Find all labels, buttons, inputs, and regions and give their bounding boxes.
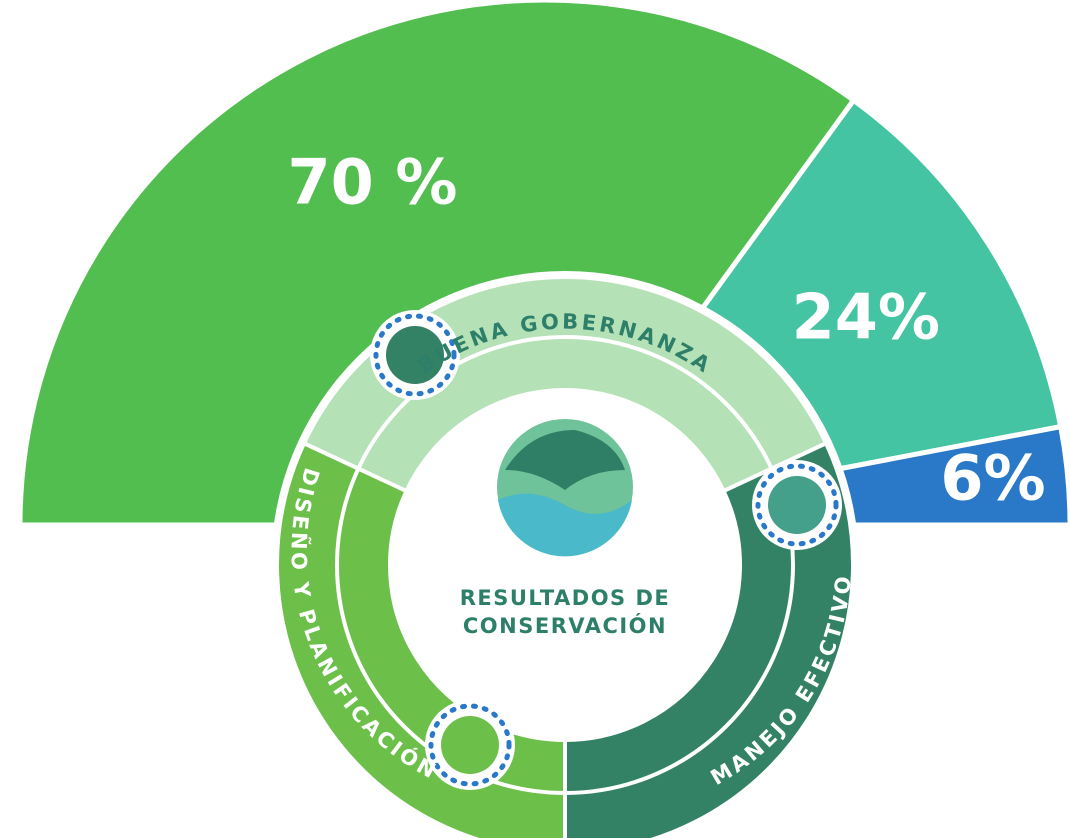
chart: 70 % 24% 6% BUENA GOBERNANZADISEÑO Y PLANI… xyxy=(0,0,1070,838)
center-label: CONSERVACIÓN xyxy=(463,613,667,638)
slice-label: 24% xyxy=(792,280,940,353)
icon xyxy=(768,476,826,534)
center-label: RESULTADOS DE xyxy=(460,586,671,610)
slice-label: 70 % xyxy=(287,146,457,219)
icon xyxy=(441,716,499,774)
slice-label: 6% xyxy=(940,442,1045,515)
